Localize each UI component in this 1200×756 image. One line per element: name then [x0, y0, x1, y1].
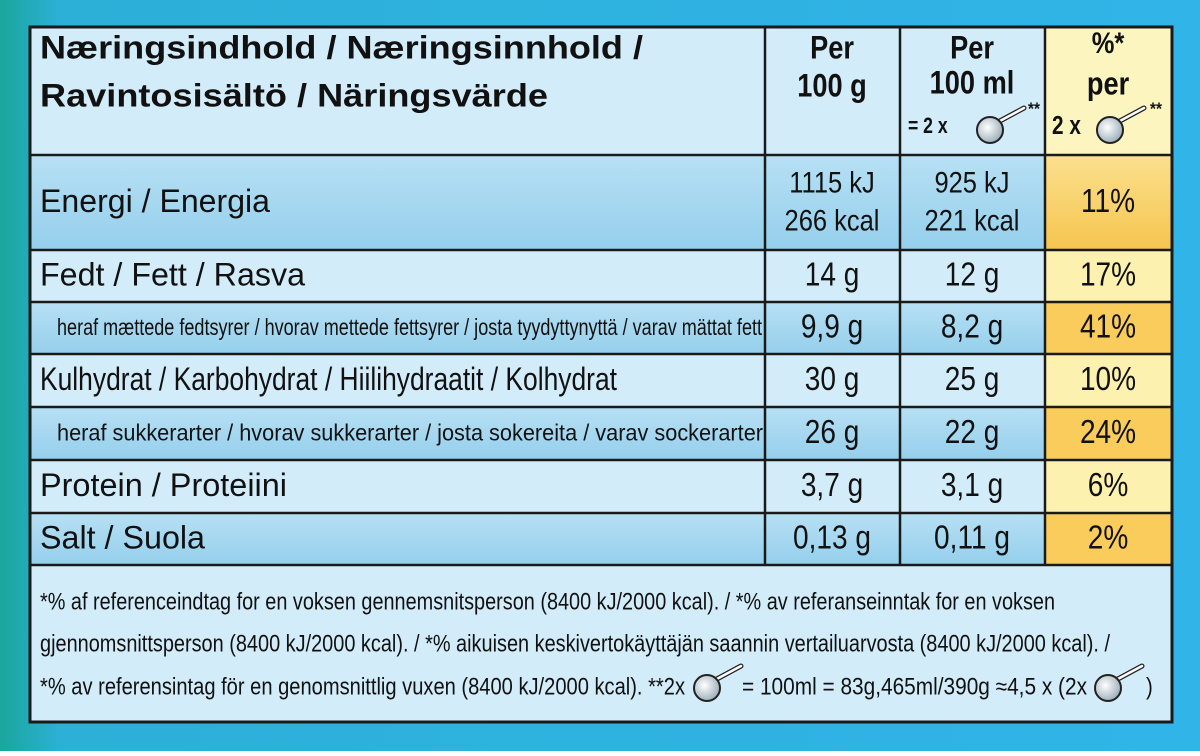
percent-value: 41% [1080, 309, 1136, 346]
nutrient-value: 22 g [945, 414, 1000, 451]
footnote-text: *% av referensintag för en genomsnittlig… [40, 673, 685, 700]
percent-cell-bg [1045, 250, 1172, 302]
column-header: Per [810, 30, 854, 66]
row-label: Fedt / Fett / Rasva [40, 256, 305, 292]
row-bg [30, 155, 1045, 250]
footnote-text: gjennomsnittsperson (8400 kJ/2000 kcal).… [40, 630, 1110, 657]
column-header: Per [950, 30, 994, 66]
column-header: ** [1028, 99, 1040, 119]
column-header: per [1087, 66, 1130, 102]
nutrient-value: 3,7 g [801, 467, 863, 504]
column-header: 100 ml [930, 65, 1015, 101]
column-header: %* [1092, 26, 1125, 59]
row-bg [30, 354, 1045, 407]
nutrient-value: 9,9 g [801, 309, 863, 346]
percent-value: 2% [1088, 520, 1129, 557]
percent-cell-bg [1045, 155, 1172, 250]
percent-cell-bg [1045, 302, 1172, 354]
row-label: heraf sukkerarter / hvorav sukkerarter /… [57, 420, 763, 446]
percent-cell-bg [1045, 354, 1172, 407]
percent-cell-bg [1045, 460, 1172, 513]
nutrient-value: 25 g [945, 361, 1000, 398]
row-bg [30, 407, 1045, 460]
row-label: Kulhydrat / Karbohydrat / Hiilihydraatit… [40, 361, 617, 397]
nutrient-value: 0,13 g [793, 520, 871, 557]
nutrient-value: 925 kJ [934, 165, 1009, 198]
header-label: Næringsindhold / Næringsinnhold / [40, 29, 643, 65]
nutrient-value: 221 kcal [925, 203, 1020, 236]
nutrient-value: 14 g [805, 257, 860, 294]
row-bg [30, 302, 1045, 354]
nutrient-value: 0,11 g [934, 520, 1010, 557]
nutrient-value: 26 g [805, 414, 860, 451]
percent-cell-bg [1045, 407, 1172, 460]
header-label: Ravintosisältö / Näringsvärde [40, 77, 548, 113]
percent-value: 11% [1081, 183, 1135, 220]
row-label: Energi / Energia [40, 183, 270, 219]
percent-cell-bg [1045, 513, 1172, 565]
footnote-text: *% af referenceindtag for en voksen genn… [40, 588, 1055, 615]
row-label: Salt / Suola [40, 519, 205, 555]
footnote-text: ) [1146, 673, 1153, 700]
percent-value: 10% [1080, 361, 1136, 398]
column-header: ** [1150, 99, 1162, 119]
row-label: Protein / Proteiini [40, 467, 287, 503]
column-header: = 2 x [908, 114, 948, 138]
nutrient-value: 3,1 g [941, 467, 1003, 504]
percent-value: 6% [1088, 467, 1129, 504]
footnote-text: = 100ml = 83g,465ml/390g ≈4,5 x (2x [742, 673, 1087, 700]
row-label: heraf mættede fedtsyrer / hvorav mettede… [57, 314, 762, 340]
nutrient-value: 266 kcal [785, 203, 880, 236]
row-bg [30, 513, 1045, 565]
row-bg [30, 250, 1045, 302]
percent-value: 24% [1080, 414, 1136, 451]
nutrient-value: 1115 kJ [789, 165, 874, 198]
column-header: 100 g [797, 68, 867, 104]
row-bg [30, 27, 1045, 155]
nutrient-value: 30 g [805, 361, 860, 398]
column-header: 2 x [1052, 111, 1081, 140]
percent-value: 17% [1080, 257, 1136, 294]
row-bg [30, 460, 1045, 513]
nutrient-value: 12 g [945, 257, 1000, 294]
table-border [28, 25, 1174, 724]
nutrient-value: 8,2 g [941, 309, 1003, 346]
